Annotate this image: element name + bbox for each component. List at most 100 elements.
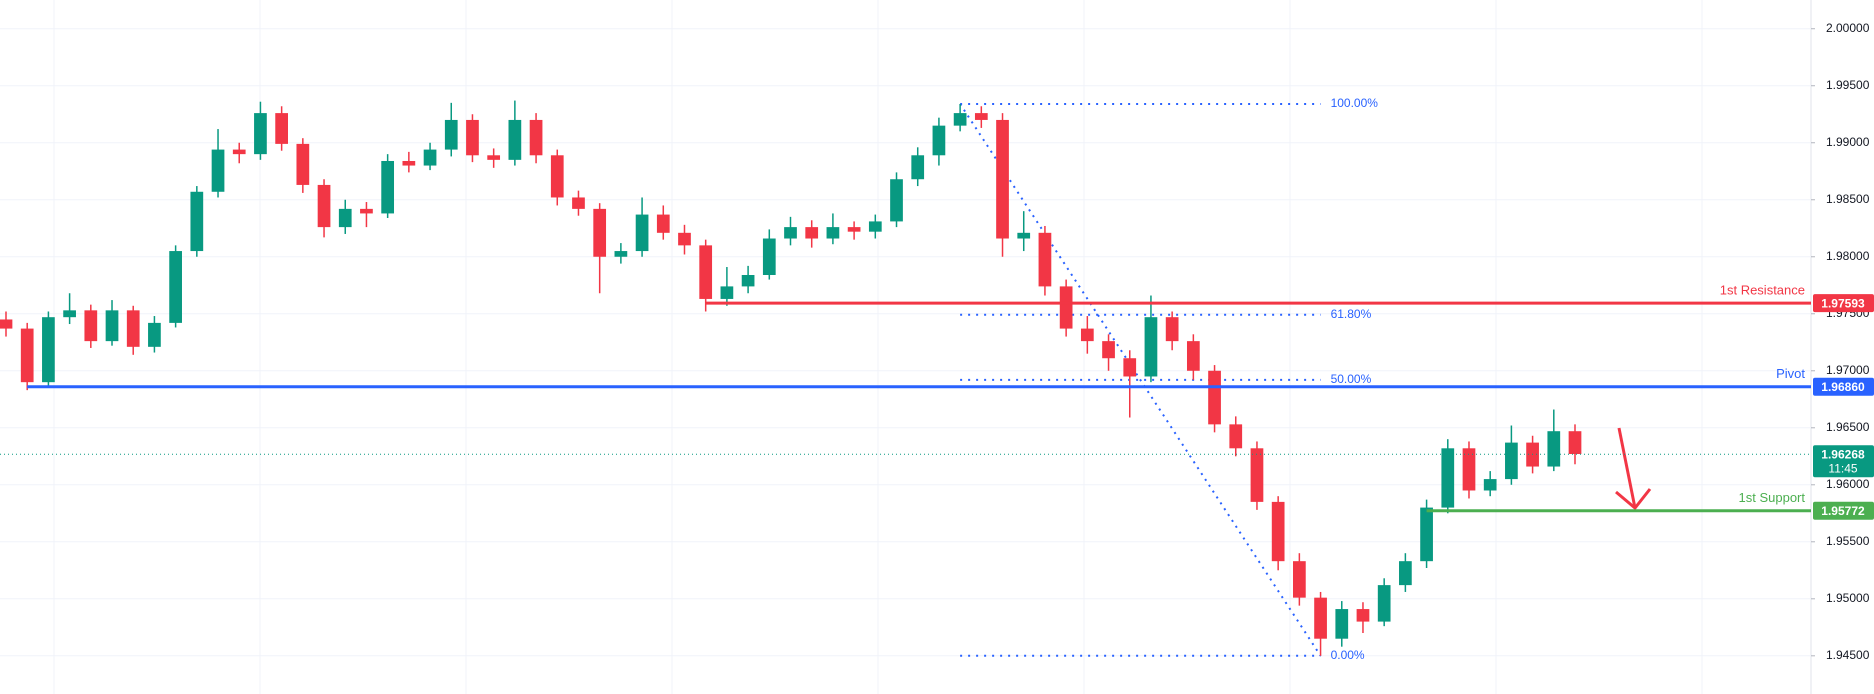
candle-body xyxy=(1293,561,1306,598)
candle-body xyxy=(190,191,204,252)
y-tick-label: 1.99500 xyxy=(1826,78,1870,92)
y-tick-label: 1.95500 xyxy=(1826,534,1870,548)
fib-trend xyxy=(959,103,1322,657)
last-price-tag xyxy=(1813,445,1874,478)
candle-body xyxy=(20,328,34,383)
candle-body xyxy=(1144,317,1158,377)
candle-body xyxy=(1271,501,1285,562)
candle-body xyxy=(466,119,479,156)
candle-body xyxy=(360,208,373,214)
candle-body xyxy=(1229,424,1243,449)
candle-body xyxy=(1250,448,1264,502)
candle-body xyxy=(296,143,310,185)
candle-body xyxy=(232,149,246,155)
candle-body xyxy=(1356,609,1370,622)
candle-body xyxy=(84,310,98,342)
level-name: 1st Support xyxy=(1739,490,1806,505)
candle-body xyxy=(317,184,331,228)
candle-body xyxy=(911,155,925,180)
candle-body xyxy=(1547,431,1561,467)
y-tick-label: 2.00000 xyxy=(1826,21,1870,35)
candle-body xyxy=(550,155,564,198)
candle-body xyxy=(1102,341,1115,359)
last-price-label: 1.96268 xyxy=(1821,447,1865,461)
candle-body xyxy=(508,119,522,160)
candle-body xyxy=(254,113,267,155)
candle-body xyxy=(1186,341,1200,371)
candle-body xyxy=(890,179,903,222)
candle-body xyxy=(593,208,607,257)
price-tag xyxy=(1813,501,1874,520)
candle-body xyxy=(1123,358,1137,377)
candle-body xyxy=(1165,317,1179,342)
y-tick-label: 1.96500 xyxy=(1826,420,1870,434)
candle-body xyxy=(487,155,501,160)
arrow xyxy=(1615,427,1652,511)
candle-body xyxy=(826,227,840,239)
candle-body xyxy=(784,227,797,239)
candle-body xyxy=(444,119,458,150)
candle-body xyxy=(932,125,946,156)
y-tick-label: 1.98000 xyxy=(1826,249,1870,263)
candle-body xyxy=(1335,609,1349,639)
price-tag xyxy=(1813,377,1874,396)
candle-body xyxy=(381,160,395,214)
candle-body xyxy=(169,251,182,323)
candle-body xyxy=(1377,585,1391,622)
fib-label: 61.80% xyxy=(1331,307,1372,321)
candle-body xyxy=(402,160,416,166)
candle-body xyxy=(1462,448,1476,491)
candle-body xyxy=(0,319,13,329)
candle-body xyxy=(678,232,691,246)
fib-label: 0.00% xyxy=(1331,648,1365,662)
candle-body xyxy=(762,238,776,276)
candle-body xyxy=(338,208,352,228)
candle-body xyxy=(699,245,713,299)
y-tick-label: 1.99000 xyxy=(1826,135,1870,149)
candle-body xyxy=(974,113,988,120)
candle-body xyxy=(63,310,76,318)
candle-body xyxy=(805,227,819,239)
candle-body xyxy=(105,310,119,342)
level-name: 1st Resistance xyxy=(1720,283,1805,298)
level-name: Pivot xyxy=(1776,366,1805,381)
arrow-shaft xyxy=(1617,427,1637,509)
candle-body xyxy=(656,214,670,233)
candle-body xyxy=(720,286,734,299)
candle-body xyxy=(635,214,649,252)
candle-body xyxy=(126,310,140,347)
price-tag-label: 1.96860 xyxy=(1821,380,1865,394)
candle-body xyxy=(1059,286,1073,329)
candle-body xyxy=(868,221,882,232)
y-tick-label: 1.95000 xyxy=(1826,591,1870,605)
candle-body xyxy=(42,317,55,383)
arrow-head xyxy=(1615,488,1652,511)
candle-body xyxy=(1080,328,1094,342)
candle-body xyxy=(1483,479,1497,491)
candle-body xyxy=(1568,431,1582,455)
price-tag-label: 1.97593 xyxy=(1821,296,1865,310)
candle-body xyxy=(1208,370,1221,425)
candle-body xyxy=(1420,507,1433,562)
candle-body xyxy=(423,149,437,166)
y-tick-label: 1.96000 xyxy=(1826,477,1870,491)
y-tick-label: 1.94500 xyxy=(1826,648,1870,662)
price-tag-label: 1.95772 xyxy=(1821,504,1865,518)
candle-body xyxy=(275,113,288,144)
y-tick-label: 1.97000 xyxy=(1826,363,1870,377)
candle-body xyxy=(529,119,543,156)
fib-label: 100.00% xyxy=(1331,96,1379,110)
candle-body xyxy=(1441,448,1455,508)
candle-body xyxy=(996,119,1009,239)
candle-body xyxy=(847,227,861,232)
candle-body xyxy=(614,251,628,257)
candle-body xyxy=(572,197,585,209)
candle-body xyxy=(1038,232,1052,287)
fib-label: 50.00% xyxy=(1331,372,1372,386)
price-tag xyxy=(1813,294,1874,313)
candle-body xyxy=(1399,561,1412,586)
candle-body xyxy=(1017,232,1031,239)
countdown-label: 11:45 xyxy=(1828,461,1857,475)
